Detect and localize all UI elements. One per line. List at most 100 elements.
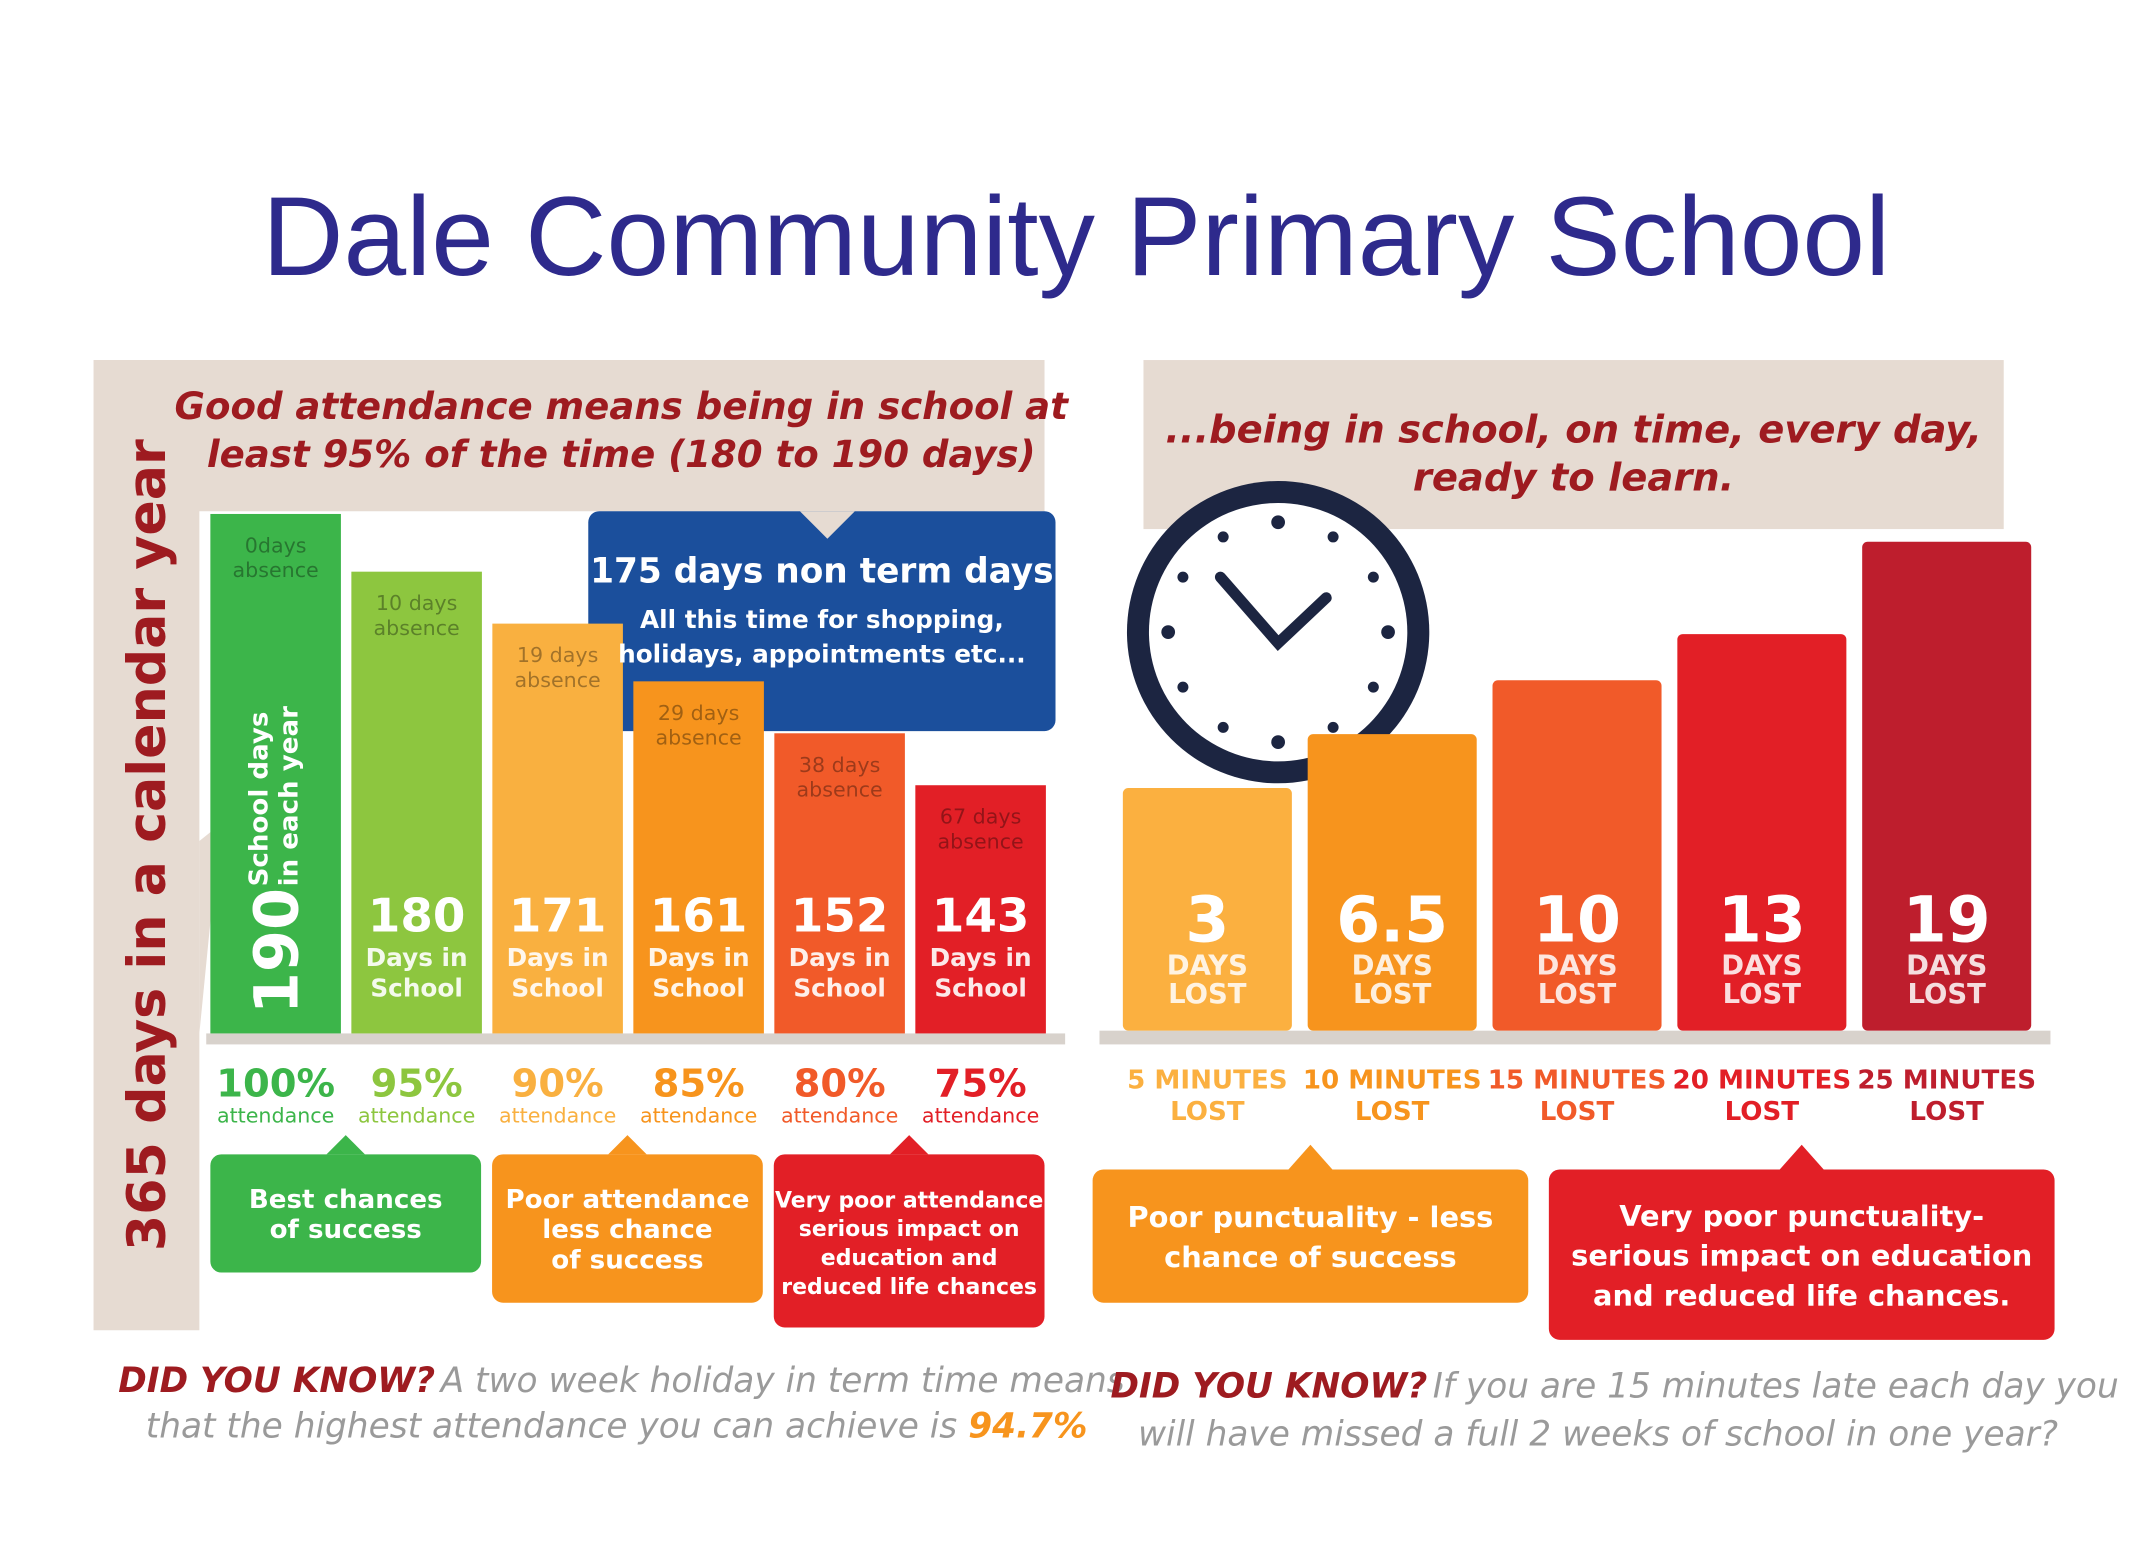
headline: Good attendance means being in school at bbox=[175, 385, 1070, 428]
group-text: serious impact on bbox=[799, 1217, 1020, 1242]
bar bbox=[915, 785, 1046, 1034]
absence-label: 19 days bbox=[517, 643, 598, 667]
minutes-label: 15 MINUTES bbox=[1488, 1065, 1667, 1095]
days-label: LOST bbox=[1168, 978, 1247, 1010]
clock-dot bbox=[1217, 721, 1229, 733]
clock bbox=[1126, 480, 1430, 784]
clock-dot bbox=[1367, 571, 1379, 583]
days-label: School days bbox=[244, 712, 274, 887]
clock-dot bbox=[1327, 531, 1339, 543]
days-label: Days in bbox=[507, 943, 609, 972]
attendance-value: 75% bbox=[935, 1062, 1027, 1107]
days-label: in each year bbox=[275, 706, 305, 886]
group-text: Poor punctuality - less bbox=[1128, 1200, 1494, 1234]
days-value: 171 bbox=[509, 890, 607, 944]
did-you-know: DID YOU KNOW? If you are 15 minutes late … bbox=[1110, 1367, 2118, 1407]
attendance-word: attendance bbox=[781, 1104, 898, 1128]
group-text: chance of success bbox=[1164, 1240, 1457, 1274]
group-pointer bbox=[889, 1135, 929, 1155]
absence-label: absence bbox=[656, 726, 742, 750]
attendance-value: 90% bbox=[512, 1062, 604, 1107]
group-pointer bbox=[608, 1135, 647, 1155]
days-value: 143 bbox=[932, 890, 1030, 944]
callout-heading: 175 days non term days bbox=[590, 552, 1054, 592]
clock-dot bbox=[1381, 625, 1395, 640]
absence-label: 0days bbox=[245, 533, 307, 557]
days-label: School bbox=[934, 973, 1027, 1002]
group-text: Very poor attendance bbox=[775, 1188, 1043, 1213]
bar bbox=[351, 571, 482, 1034]
absence-label: absence bbox=[515, 668, 601, 692]
days-label: LOST bbox=[1353, 978, 1432, 1010]
attendance-word: attendance bbox=[922, 1104, 1039, 1128]
group-text: Poor attendance bbox=[505, 1185, 749, 1215]
absence-label: 29 days bbox=[658, 701, 739, 725]
did-you-know-text: A two week holiday in term time means bbox=[439, 1361, 1125, 1401]
absence-label: absence bbox=[797, 777, 883, 801]
callout-notch bbox=[799, 511, 855, 539]
days-value: 19 bbox=[1903, 882, 1991, 956]
group-text: reduced life chances bbox=[781, 1275, 1037, 1300]
attendance-word: attendance bbox=[358, 1104, 475, 1128]
group-text: of success bbox=[270, 1215, 422, 1245]
clock-dot bbox=[1367, 681, 1379, 693]
callout-text: holidays, appointments etc... bbox=[618, 639, 1026, 668]
callout bbox=[588, 511, 1056, 732]
days-label: Days in bbox=[789, 943, 891, 972]
group-box bbox=[1548, 1169, 2055, 1340]
group-pointer bbox=[1779, 1144, 1824, 1170]
days-label: Days in bbox=[648, 943, 750, 972]
days-label: LOST bbox=[1723, 978, 1802, 1010]
bar bbox=[492, 623, 623, 1034]
group-text: less chance bbox=[542, 1215, 712, 1245]
clock-dot bbox=[1327, 721, 1339, 733]
group-text: of success bbox=[551, 1245, 703, 1275]
absence-label: absence bbox=[233, 558, 319, 582]
absence-label: absence bbox=[938, 829, 1024, 853]
headline: ready to learn. bbox=[1413, 456, 1734, 501]
days-label: School bbox=[652, 973, 744, 1002]
minutes-label: 20 MINUTES bbox=[1673, 1065, 1852, 1095]
days-label: DAYS bbox=[1721, 949, 1802, 981]
clock-dot bbox=[1177, 681, 1189, 693]
group-text: education and bbox=[821, 1246, 998, 1271]
days-label: LOST bbox=[1907, 978, 1986, 1010]
absence-label: 10 days bbox=[376, 591, 457, 615]
minutes-label: LOST bbox=[1170, 1097, 1245, 1127]
absence-label: 38 days bbox=[799, 753, 880, 777]
baseline bbox=[206, 1033, 1066, 1045]
bar bbox=[774, 733, 905, 1034]
did-you-know: will have missed a full 2 weeks of schoo… bbox=[1138, 1415, 2058, 1455]
minutes-label: 5 MINUTES bbox=[1127, 1065, 1287, 1095]
minutes-label: LOST bbox=[1909, 1097, 1984, 1127]
minutes-label: LOST bbox=[1355, 1097, 1430, 1127]
days-value: 152 bbox=[791, 890, 889, 944]
bar bbox=[1122, 787, 1292, 1031]
group-text: serious impact on education bbox=[1571, 1239, 2032, 1273]
group-box bbox=[773, 1154, 1045, 1328]
days-label: DAYS bbox=[1352, 949, 1433, 981]
clock-hands bbox=[1214, 571, 1332, 652]
bar bbox=[1862, 541, 2032, 1031]
group-text: Very poor punctuality- bbox=[1619, 1199, 1984, 1233]
did-you-know-lead: DID YOU KNOW? bbox=[118, 1361, 435, 1401]
page-title: Dale Community Primary School bbox=[262, 173, 1890, 299]
group-text: and reduced life chances. bbox=[1593, 1279, 2010, 1313]
bar bbox=[1307, 734, 1477, 1031]
group-pointer bbox=[326, 1135, 365, 1155]
group-box bbox=[210, 1154, 482, 1273]
days-value: 190 bbox=[243, 888, 313, 1014]
did-you-know-lead: DID YOU KNOW? bbox=[1110, 1367, 1427, 1407]
days-value: 13 bbox=[1718, 882, 1806, 956]
absence-label: 67 days bbox=[940, 805, 1021, 829]
attendance-value: 95% bbox=[371, 1062, 463, 1107]
clock-dot bbox=[1177, 571, 1189, 583]
attendance-value: 85% bbox=[653, 1062, 745, 1107]
attendance-word: attendance bbox=[499, 1104, 616, 1128]
days-value: 10 bbox=[1533, 882, 1621, 956]
days-label: Days in bbox=[366, 943, 468, 972]
days-label: DAYS bbox=[1536, 949, 1617, 981]
minutes-label: 25 MINUTES bbox=[1857, 1065, 2036, 1095]
